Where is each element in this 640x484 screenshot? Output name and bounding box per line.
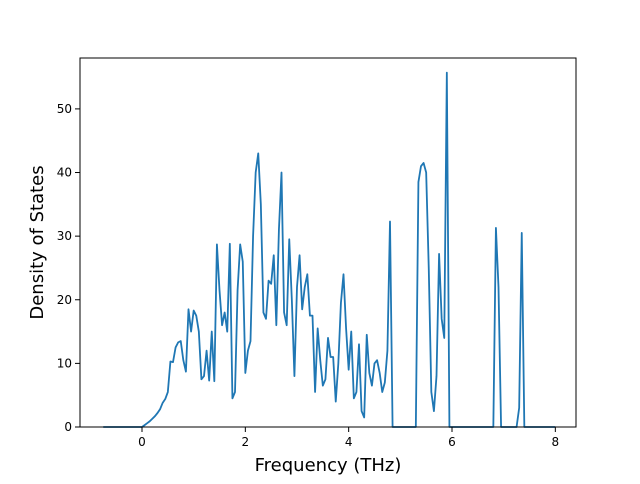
y-tick-label: 0 [64, 420, 72, 434]
x-tick-label: 0 [138, 435, 146, 449]
x-ticks: 0 2 4 6 8 [138, 427, 559, 449]
y-tick-label: 30 [57, 229, 72, 243]
y-axis-label: Density of States [27, 165, 48, 319]
x-tick-label: 8 [552, 435, 560, 449]
y-tick-label: 50 [57, 102, 72, 116]
x-tick-label: 2 [242, 435, 250, 449]
x-tick-label: 4 [345, 435, 353, 449]
y-tick-label: 10 [57, 356, 72, 370]
plot-area [103, 71, 556, 428]
y-tick-label: 40 [57, 166, 72, 180]
series-line-0 [103, 71, 556, 428]
y-tick-label: 20 [57, 293, 72, 307]
x-axis-label: Frequency (THz) [255, 455, 402, 476]
axes-frame [79, 57, 577, 428]
y-ticks: 0 10 20 30 40 50 [57, 102, 80, 434]
x-tick-label: 6 [448, 435, 456, 449]
